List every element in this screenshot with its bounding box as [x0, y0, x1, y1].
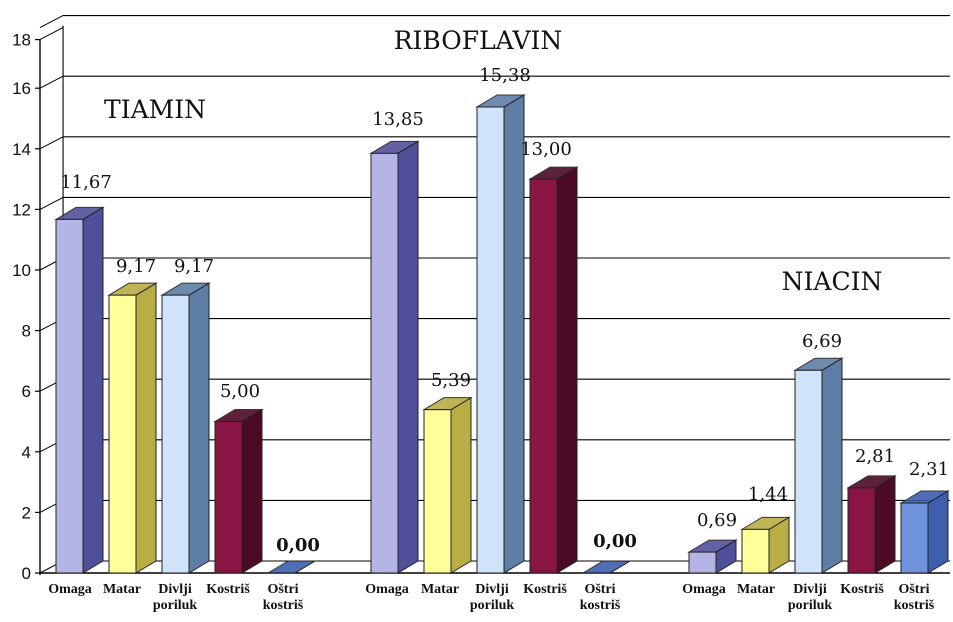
- value-label: 6,69: [802, 331, 842, 352]
- bar-front: [214, 421, 243, 574]
- category-label: Oštri kostriš: [580, 582, 621, 613]
- value-label: 9,17: [116, 256, 156, 277]
- group-title: TIAMIN: [104, 95, 206, 124]
- bar: [475, 94, 526, 574]
- y-tick-label: 0: [22, 564, 31, 583]
- bar-front: [741, 528, 770, 574]
- grid-line-depth: [39, 196, 64, 210]
- bar-front: [688, 551, 717, 574]
- y-axis: 0 2 4 6 8 10 12 14 16 18: [12, 31, 41, 583]
- category-label: Divlji poriluk: [153, 582, 198, 613]
- bar-front: [476, 106, 505, 574]
- y-tick-label: 12: [12, 200, 31, 219]
- category-label: Kostriš: [840, 582, 884, 597]
- value-label: 5,00: [220, 381, 260, 402]
- y-tick-label: 2: [22, 503, 31, 522]
- bar: [369, 140, 420, 574]
- bar-front: [55, 218, 84, 574]
- category-label: Omaga: [48, 582, 92, 597]
- value-label: 2,31: [909, 459, 949, 480]
- bar: [581, 560, 632, 574]
- bar: [213, 408, 264, 574]
- grid-line-depth: [39, 75, 64, 89]
- bar-side: [874, 474, 896, 574]
- bar-front: [847, 487, 876, 574]
- grid-line-depth: [39, 15, 64, 29]
- bar-front: [423, 409, 452, 574]
- bar: [899, 490, 950, 574]
- group-title: RIBOFLAVIN: [394, 26, 563, 55]
- y-tick-label: 6: [22, 382, 31, 401]
- value-label: 11,67: [60, 172, 112, 193]
- bar: [160, 282, 211, 574]
- bars: [54, 94, 950, 574]
- category-label: Divlji poriluk: [788, 582, 833, 613]
- value-label: 9,17: [174, 256, 214, 277]
- bar-side: [556, 166, 578, 574]
- y-tick-label: 8: [22, 322, 31, 341]
- bar-side: [450, 396, 472, 574]
- bar-front: [529, 178, 558, 574]
- category-label: Divlji poriluk: [470, 582, 515, 613]
- category-label: Omaga: [682, 582, 726, 597]
- category-label: Matar: [421, 582, 459, 597]
- bar-side: [241, 408, 263, 574]
- bar-side: [82, 206, 104, 574]
- bar: [687, 539, 738, 574]
- value-label: 5,39: [431, 370, 471, 391]
- bar-side: [821, 357, 843, 574]
- bar: [528, 166, 579, 574]
- bar-front: [370, 152, 399, 574]
- value-label: 0,00: [593, 531, 637, 552]
- value-label: 0,00: [276, 535, 320, 556]
- labels: TIAMIN RIBOFLAVIN NIACIN 11,67 9,17 9,17 5,00 0…: [48, 26, 949, 613]
- group-title: NIACIN: [782, 267, 883, 296]
- bar: [266, 560, 317, 574]
- value-label: 2,81: [855, 446, 895, 467]
- bar-side: [188, 282, 210, 574]
- bar-side: [927, 490, 949, 574]
- bar-front: [108, 294, 137, 574]
- bar: [54, 206, 105, 574]
- category-label: Matar: [737, 582, 775, 597]
- category-label: Kostriš: [523, 582, 567, 597]
- value-label: 0,69: [697, 510, 737, 531]
- bar-side: [135, 282, 157, 574]
- category-label: Oštri kostriš: [894, 582, 935, 613]
- bar: [107, 282, 158, 574]
- bar-top: [581, 560, 632, 574]
- value-label: 1,44: [748, 484, 788, 505]
- bar: [793, 357, 844, 574]
- value-label: 15,38: [479, 65, 531, 86]
- grid-line-depth: [39, 136, 64, 150]
- category-label: Oštri kostriš: [263, 582, 304, 613]
- bar-front: [900, 502, 929, 574]
- bar-front: [794, 369, 823, 574]
- y-tick-label: 4: [22, 443, 31, 462]
- y-tick-label: 14: [12, 140, 31, 159]
- value-label: 13,85: [372, 109, 424, 130]
- y-tick-label: 10: [12, 261, 31, 280]
- bar: [846, 474, 897, 574]
- bar-side: [503, 94, 525, 574]
- value-label: 13,00: [520, 139, 572, 160]
- y-tick-label: 18: [12, 31, 31, 50]
- y-tick-label: 16: [12, 79, 31, 98]
- category-label: Kostriš: [206, 582, 250, 597]
- bar-front: [161, 294, 190, 574]
- bar: [422, 396, 473, 574]
- bar: [740, 516, 791, 574]
- category-label: Matar: [103, 582, 141, 597]
- bar-side: [397, 140, 419, 574]
- bar-top: [266, 560, 317, 574]
- category-label: Omaga: [365, 582, 409, 597]
